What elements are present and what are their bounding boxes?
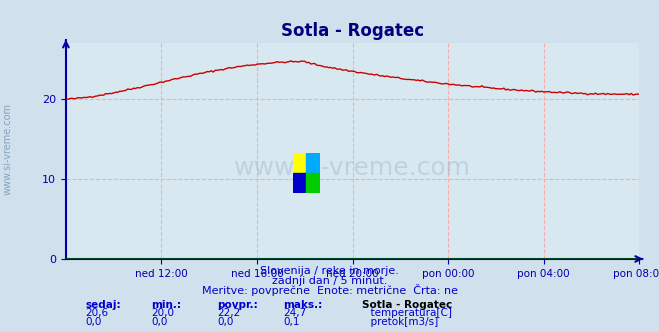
Text: 20,6: 20,6 [86,308,109,318]
Text: www.si-vreme.com: www.si-vreme.com [3,103,13,196]
Bar [293,153,306,173]
Text: Sotla - Rogatec: Sotla - Rogatec [362,300,453,310]
Text: Meritve: povprečne  Enote: metrične  Črta: ne: Meritve: povprečne Enote: metrične Črta:… [202,284,457,296]
Bar [306,153,320,173]
Text: maks.:: maks.: [283,300,323,310]
Text: www.si-vreme.com: www.si-vreme.com [234,156,471,180]
Bar [293,173,306,193]
Bar [306,173,320,193]
Text: pretok[m3/s]: pretok[m3/s] [364,317,438,327]
Text: temperatura[C]: temperatura[C] [364,308,452,318]
Text: zadnji dan / 5 minut.: zadnji dan / 5 minut. [272,276,387,286]
Text: 0,0: 0,0 [86,317,102,327]
Text: 20,0: 20,0 [152,308,175,318]
Text: Slovenija / reke in morje.: Slovenija / reke in morje. [260,266,399,276]
Text: sedaj:: sedaj: [86,300,121,310]
Title: Sotla - Rogatec: Sotla - Rogatec [281,22,424,40]
Text: 24,7: 24,7 [283,308,306,318]
Text: 0,1: 0,1 [283,317,300,327]
Text: 0,0: 0,0 [217,317,234,327]
Text: min.:: min.: [152,300,182,310]
Text: povpr.:: povpr.: [217,300,258,310]
Text: 22,2: 22,2 [217,308,241,318]
Text: 0,0: 0,0 [152,317,168,327]
